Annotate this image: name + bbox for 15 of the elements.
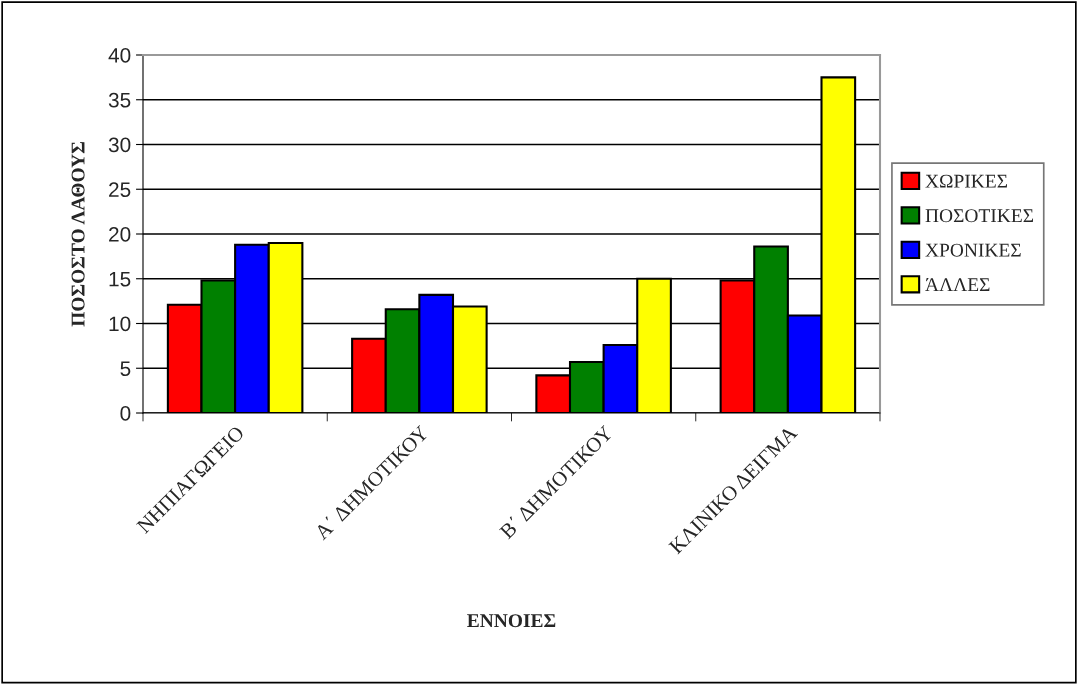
y-tick-label: 20	[109, 227, 131, 242]
y-tick-label: 25	[109, 182, 131, 197]
x-axis-title: ΕΝΝΟΙΕΣ	[467, 614, 556, 628]
y-tick-label: 30	[108, 137, 131, 153]
y-axis-title: ΠΟΣΟΣΤΟ ΛΑΘΟΥΣ	[71, 142, 85, 327]
legend-label: ΧΩΡΙΚΕΣ	[925, 174, 1008, 188]
y-tick-label: 0	[120, 406, 131, 421]
legend-label: ΠΟΣΟΤΙΚΕΣ	[925, 209, 1034, 223]
y-tick-label: 10	[109, 316, 131, 332]
y-tick-label: 5	[120, 361, 131, 376]
y-tick-label: 40	[108, 48, 131, 63]
legend-label: ΧΡΟΝΙΚΕΣ	[925, 243, 1021, 257]
legend-label: ΆΛΛΕΣ	[925, 278, 990, 292]
y-tick-label: 15	[109, 271, 131, 287]
y-tick-label: 35	[108, 92, 131, 108]
